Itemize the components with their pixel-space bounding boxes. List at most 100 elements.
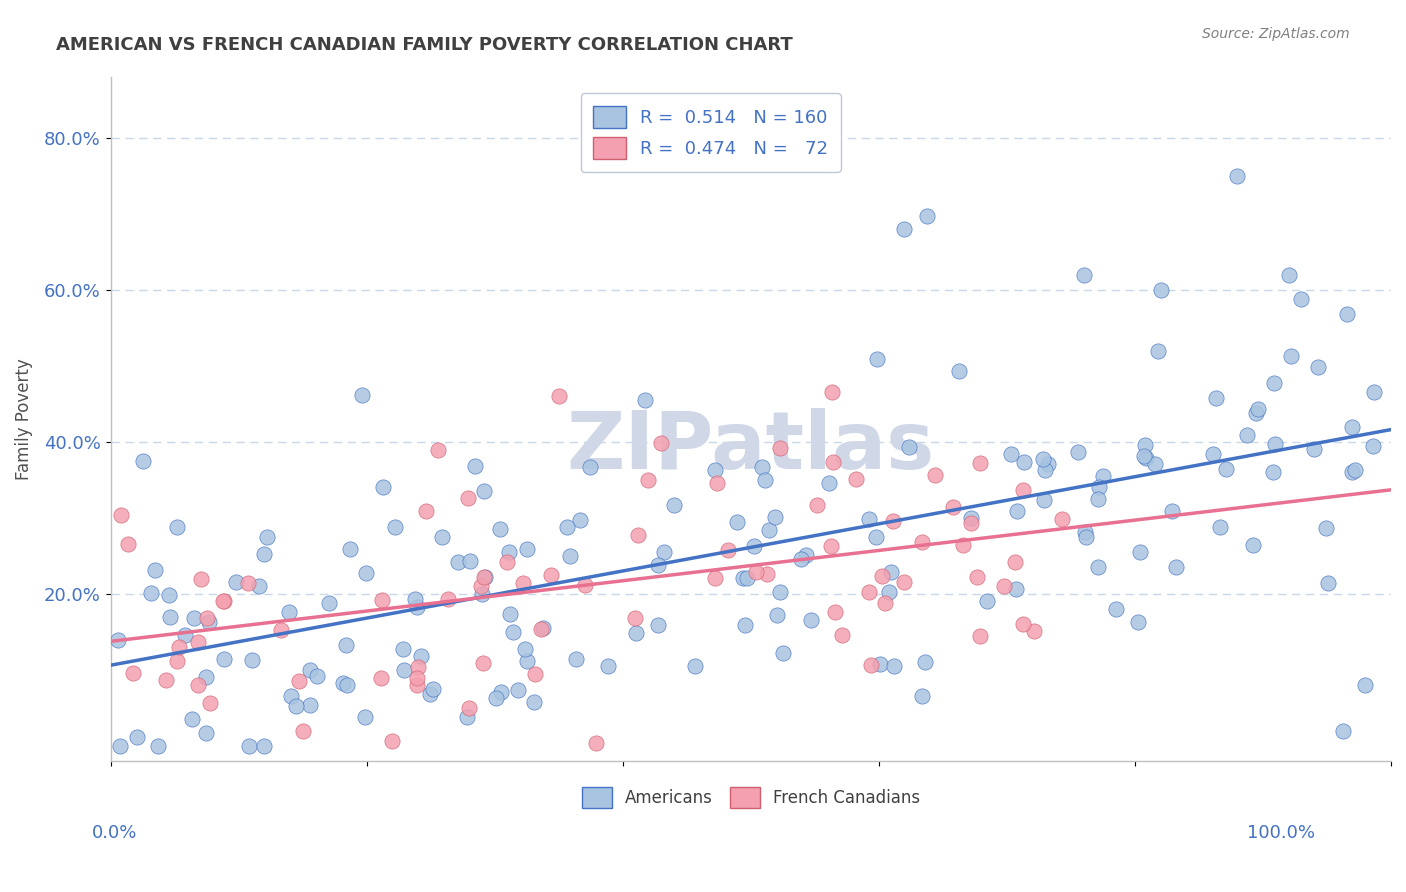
Point <box>392 663 415 677</box>
Point <box>1135 438 1157 452</box>
Point <box>540 567 562 582</box>
Point <box>285 699 308 714</box>
Point <box>568 512 591 526</box>
Point <box>464 459 486 474</box>
Point <box>1050 512 1073 526</box>
Point <box>474 570 496 584</box>
Point <box>187 635 209 649</box>
Point <box>1362 385 1385 400</box>
Point <box>356 566 378 581</box>
Point <box>627 527 650 541</box>
Point <box>634 393 657 408</box>
Point <box>496 555 519 569</box>
Point <box>1264 436 1286 450</box>
Legend: Americans, French Canadians: Americans, French Canadians <box>575 780 927 814</box>
Point <box>865 530 887 544</box>
Point <box>924 467 946 482</box>
Point <box>866 352 889 367</box>
Point <box>737 571 759 585</box>
Point <box>430 530 453 544</box>
Point <box>212 652 235 666</box>
Point <box>1160 504 1182 518</box>
Point <box>278 606 301 620</box>
Point <box>1133 449 1156 463</box>
Point <box>831 628 853 642</box>
Point <box>897 440 920 454</box>
Point <box>159 610 181 624</box>
Text: ZIPatlas: ZIPatlas <box>567 408 935 485</box>
Point <box>117 537 139 551</box>
Point <box>299 698 322 712</box>
Point <box>914 655 936 669</box>
Point <box>882 514 904 528</box>
Point <box>513 642 536 657</box>
Point <box>1033 463 1056 477</box>
Point <box>915 210 938 224</box>
Point <box>547 389 569 403</box>
Point <box>1012 616 1035 631</box>
Point <box>1361 439 1384 453</box>
Point <box>489 522 512 536</box>
Point <box>1331 723 1354 738</box>
Point <box>332 676 354 690</box>
Point <box>1166 560 1188 574</box>
Point <box>1306 360 1329 375</box>
Point <box>585 736 607 750</box>
Point <box>725 515 748 529</box>
Y-axis label: Family Poverty: Family Poverty <box>15 359 32 480</box>
Point <box>960 511 983 525</box>
Point <box>336 678 359 692</box>
Point <box>523 695 546 709</box>
Point <box>883 659 905 673</box>
Point <box>1105 602 1128 616</box>
Point <box>516 654 538 668</box>
Point <box>253 547 276 561</box>
Point <box>765 607 787 622</box>
Point <box>166 654 188 668</box>
Point <box>1087 560 1109 574</box>
Point <box>1149 283 1171 297</box>
Point <box>107 632 129 647</box>
Point <box>132 454 155 468</box>
Point <box>212 593 235 607</box>
Point <box>755 567 778 582</box>
Point <box>598 659 620 673</box>
Point <box>1073 268 1095 282</box>
Point <box>558 549 581 563</box>
Point <box>818 476 841 491</box>
Point <box>1147 344 1170 359</box>
Point <box>456 710 478 724</box>
Point <box>1277 268 1299 282</box>
Point <box>194 726 217 740</box>
Point <box>1000 447 1022 461</box>
Point <box>623 611 645 625</box>
Point <box>181 712 204 726</box>
Point <box>745 566 768 580</box>
Point <box>415 504 437 518</box>
Point <box>893 222 915 236</box>
Point <box>948 364 970 378</box>
Point <box>174 628 197 642</box>
Point <box>307 669 329 683</box>
Point <box>195 669 218 683</box>
Point <box>969 456 991 470</box>
Point <box>498 545 520 559</box>
Point <box>256 530 278 544</box>
Point <box>167 640 190 654</box>
Point <box>1247 402 1270 417</box>
Point <box>824 605 846 619</box>
Point <box>1344 463 1367 477</box>
Point <box>821 385 844 400</box>
Point <box>530 622 553 636</box>
Point <box>406 678 429 692</box>
Point <box>858 585 880 599</box>
Point <box>1208 519 1230 533</box>
Point <box>1341 419 1364 434</box>
Point <box>166 520 188 534</box>
Point <box>409 649 432 664</box>
Point <box>742 539 765 553</box>
Point <box>122 665 145 680</box>
Point <box>1261 466 1284 480</box>
Point <box>790 551 813 566</box>
Point <box>472 656 495 670</box>
